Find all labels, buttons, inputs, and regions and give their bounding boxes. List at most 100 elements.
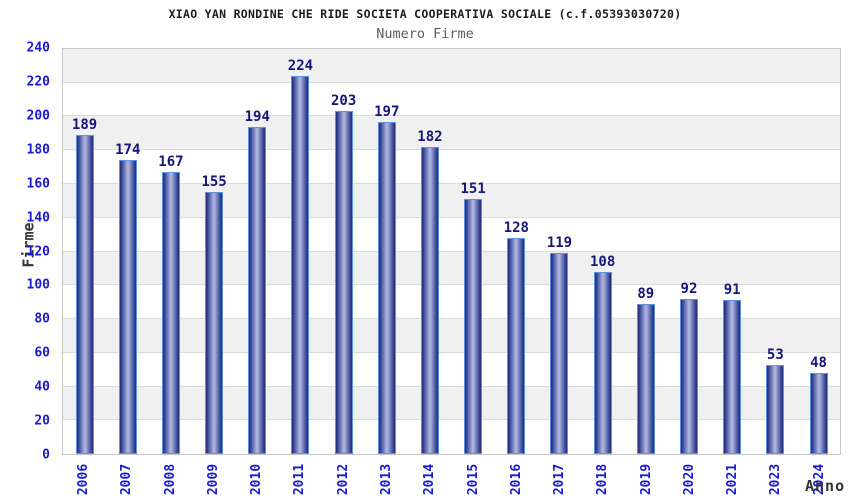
- y-axis-ticks: 0 20 40 60 80 100 120 140 160 180 200 220 240: [0, 41, 50, 463]
- bar-value-label: 92: [680, 280, 698, 297]
- bar-slot-2020: 92: [667, 49, 710, 454]
- bar-value-label: 203: [330, 93, 357, 110]
- x-tick-label: 2012: [335, 463, 351, 495]
- x-tick-label: 2021: [725, 463, 741, 495]
- x-tick-label: 2013: [379, 463, 395, 495]
- chart-subtitle: Numero Firme: [376, 26, 474, 42]
- bar-slot-2016: 128: [495, 49, 538, 454]
- bar-2021: 91: [723, 282, 742, 454]
- x-tick-label: 2008: [162, 463, 178, 495]
- bar-2007: 174: [115, 142, 140, 454]
- x-tick-label: 2017: [552, 463, 568, 495]
- y-tick-label: 240: [26, 40, 50, 56]
- x-slot-2013: 2013: [365, 458, 408, 500]
- bar-value-label: 155: [201, 174, 227, 191]
- gridline: [63, 115, 840, 117]
- bar-value-label: 48: [810, 355, 827, 371]
- x-slot-2009: 2009: [192, 458, 235, 500]
- bar-value-label: 194: [244, 108, 270, 125]
- gridline: [63, 81, 840, 83]
- row-band: [63, 251, 840, 286]
- x-tick-label: 2020: [682, 463, 698, 495]
- bar-value-label: 89: [637, 285, 655, 302]
- x-slot-2014: 2014: [408, 458, 451, 500]
- x-tick-label: 2011: [292, 463, 308, 495]
- bar-slot-2008: 167: [149, 49, 192, 454]
- bar-2018: 108: [590, 254, 615, 454]
- bar-value-label: 108: [589, 253, 616, 270]
- plot-area: 189 174 167 155 194 224 203 197 182 151 128 119 108 8…: [62, 48, 841, 455]
- bar-2024: 48: [809, 355, 828, 454]
- x-slot-2018: 2018: [581, 458, 624, 500]
- row-band: [63, 116, 840, 151]
- bar-2020: 92: [679, 281, 698, 454]
- bar-2023: 53: [766, 347, 785, 454]
- x-tick-label: 2018: [595, 463, 611, 495]
- bar-slot-2024: 48: [797, 49, 840, 454]
- x-slot-2012: 2012: [322, 458, 365, 500]
- y-tick-label: 60: [34, 345, 50, 361]
- bar-slot-2010: 194: [236, 49, 279, 454]
- gridline: [63, 250, 840, 252]
- x-axis-labels: 2006 2007 2008 2009 2010 2011 2012 2013 2014 2015…: [62, 458, 841, 500]
- x-slot-2016: 2016: [495, 458, 538, 500]
- x-tick-label: 2015: [465, 463, 481, 495]
- bar-slot-2013: 197: [365, 49, 408, 454]
- gridline: [63, 385, 840, 387]
- x-tick-label: 2019: [638, 463, 654, 495]
- bar-value-label: 128: [503, 220, 529, 236]
- bar-2008: 167: [158, 154, 184, 454]
- y-tick-label: 20: [34, 413, 50, 429]
- bar-slot-2012: 203: [322, 49, 365, 454]
- bar-2017: 119: [547, 235, 572, 454]
- x-slot-2006: 2006: [62, 458, 105, 500]
- bar-slot-2011: 224: [279, 49, 322, 454]
- y-tick-label: 220: [26, 74, 50, 90]
- gridline: [63, 317, 840, 319]
- bar-2013: 197: [374, 104, 399, 454]
- y-tick-label: 100: [26, 277, 50, 293]
- bar-2009: 155: [201, 174, 227, 454]
- bar-2012: 203: [331, 93, 356, 454]
- bars-container: 189 174 167 155 194 224 203 197 182 151 128 119 108 8…: [63, 49, 840, 454]
- bar-slot-2015: 151: [452, 49, 495, 454]
- x-slot-2008: 2008: [149, 458, 192, 500]
- row-band: [63, 49, 840, 83]
- bar-slot-2023: 53: [754, 49, 797, 454]
- x-axis-title: Anno: [805, 477, 846, 495]
- bar-2014: 182: [417, 129, 443, 454]
- bar-value-label: 151: [460, 181, 486, 198]
- x-tick-label: 2014: [422, 463, 438, 495]
- bar-value-label: 197: [374, 103, 400, 120]
- bar-2010: 194: [245, 109, 270, 454]
- bar-value-label: 182: [417, 128, 443, 145]
- gridline: [63, 419, 840, 421]
- y-tick-label: 40: [34, 379, 50, 395]
- y-tick-label: 80: [34, 311, 50, 327]
- y-tick-label: 140: [26, 210, 50, 226]
- bar-value-label: 53: [766, 346, 784, 363]
- x-tick-label: 2016: [508, 463, 524, 495]
- x-slot-2020: 2020: [668, 458, 711, 500]
- x-tick-label: 2006: [76, 463, 92, 495]
- bar-slot-2007: 174: [106, 49, 149, 454]
- x-slot-2011: 2011: [278, 458, 321, 500]
- y-tick-label: 180: [26, 142, 50, 158]
- bar-value-label: 91: [723, 282, 741, 299]
- y-tick-label: 0: [42, 447, 50, 463]
- gridline: [63, 149, 840, 151]
- x-slot-2021: 2021: [711, 458, 754, 500]
- gridline: [63, 182, 840, 184]
- y-tick-label: 200: [26, 108, 50, 124]
- x-slot-2015: 2015: [452, 458, 495, 500]
- bar-value-label: 174: [115, 142, 141, 159]
- bar-value-label: 189: [71, 117, 98, 134]
- bar-slot-2009: 155: [193, 49, 236, 454]
- bar-slot-2021: 91: [711, 49, 754, 454]
- gridline: [63, 216, 840, 218]
- x-slot-2023: 2023: [755, 458, 798, 500]
- bar-2016: 128: [504, 220, 529, 454]
- x-slot-2017: 2017: [538, 458, 581, 500]
- bar-2015: 151: [460, 181, 486, 454]
